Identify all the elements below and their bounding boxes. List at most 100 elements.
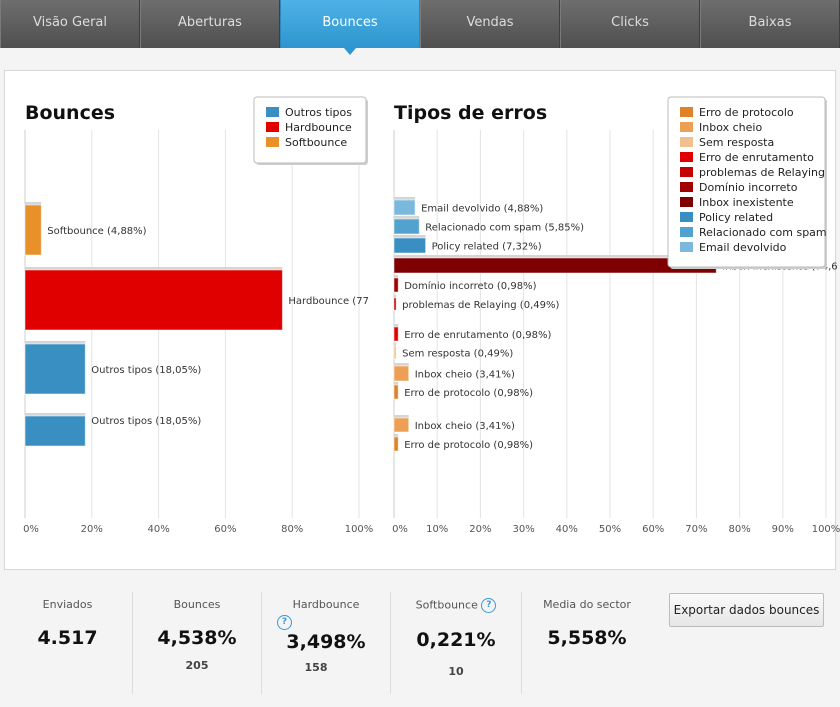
stat-bounces-count: 205	[185, 659, 209, 672]
legend-label: Sem resposta	[699, 136, 774, 149]
legend-swatch	[266, 122, 279, 132]
stat-bounces: Bounces 4,538% 205	[134, 590, 260, 695]
chart-title: Bounces	[25, 102, 115, 124]
bar-shadow	[394, 295, 397, 298]
bar-label: Erro de enrutamento (0,98%)	[404, 330, 551, 341]
stat-hardbounce-label: Hardbounce	[292, 598, 360, 611]
bar-shadow	[25, 341, 86, 344]
bar	[393, 297, 397, 311]
tick-label: 20%	[469, 524, 491, 535]
help-icon[interactable]: ?	[481, 598, 497, 613]
tab-vendas[interactable]: Vendas	[420, 0, 560, 48]
stat-enviados-value: 4.517	[37, 627, 98, 649]
legend-label: Erro de protocolo	[699, 106, 794, 119]
bar-shadow	[25, 267, 283, 270]
bar-label: Email devolvido (4,88%)	[421, 204, 543, 215]
tick-label: 80%	[728, 524, 750, 535]
bar	[393, 199, 416, 216]
bar-shadow	[394, 382, 399, 385]
bar-shadow	[394, 197, 416, 200]
help-icon[interactable]: ?	[277, 612, 292, 631]
bar-shadow	[25, 413, 86, 416]
bar-label: Outros tipos (18,05%)	[91, 416, 201, 427]
bar	[393, 326, 399, 342]
tick-label: 70%	[685, 524, 707, 535]
bar	[393, 417, 410, 433]
stat-softbounce-count: 10	[448, 665, 464, 678]
bar-label: Policy related (7,32%)	[432, 242, 542, 253]
legend-label: Inbox inexistente	[699, 196, 794, 209]
bar	[24, 269, 283, 331]
stat-media-value: 5,558%	[547, 627, 627, 649]
legend-swatch	[680, 212, 693, 222]
bar	[24, 343, 86, 395]
tick-label: 20%	[81, 524, 103, 535]
export-bounces-button[interactable]: Exportar dados bounces	[669, 593, 824, 627]
stat-hardbounce-count: 158	[304, 661, 328, 674]
stat-softbounce: Softbounce ? 0,221% 10	[392, 590, 520, 695]
bar	[393, 345, 397, 360]
tick-label: 60%	[642, 524, 664, 535]
divider	[261, 592, 262, 694]
stat-media: Media do sector 5,558%	[523, 590, 651, 695]
legend-label: Softbounce	[285, 136, 347, 149]
stat-hardbounce: Hardbounce ? 3,498% 158	[263, 590, 389, 695]
chart-title: Tipos de erros	[394, 102, 547, 124]
bar	[24, 415, 86, 447]
divider	[132, 592, 133, 694]
bar-label: Outros tipos (18,05%)	[91, 365, 201, 376]
legend-swatch	[680, 152, 693, 162]
stat-bounces-value: 4,538%	[157, 627, 237, 649]
divider	[521, 592, 522, 694]
stat-enviados-label: Enviados	[42, 598, 93, 611]
tick-label: 0%	[23, 524, 39, 535]
tab-bar: Visão Geral Aberturas Bounces Vendas Cli…	[0, 0, 840, 55]
stat-softbounce-label: Softbounce	[415, 598, 478, 612]
legend-swatch	[680, 137, 693, 147]
legend-label: Hardbounce	[285, 121, 352, 134]
bar-shadow	[394, 216, 420, 219]
tick-label: 80%	[281, 524, 303, 535]
bar-label: Inbox cheio (3,41%)	[415, 370, 515, 381]
bar-label: Erro de protocolo (0,98%)	[404, 440, 533, 451]
tick-label: 0%	[392, 524, 408, 535]
legend-swatch	[680, 242, 693, 252]
stat-softbounce-header: Softbounce ?	[392, 598, 520, 613]
tick-label: 100%	[345, 524, 374, 535]
tab-clicks[interactable]: Clicks	[560, 0, 700, 48]
bar-shadow	[394, 343, 397, 346]
divider	[390, 592, 391, 694]
tick-label: 100%	[812, 524, 840, 535]
bar	[393, 384, 399, 400]
legend-box	[667, 96, 826, 268]
tab-bounces[interactable]: Bounces	[280, 0, 420, 55]
legend-label: Policy related	[699, 211, 773, 224]
bar-shadow	[394, 324, 399, 327]
help-icon-glyph[interactable]: ?	[277, 615, 292, 630]
tab-aberturas[interactable]: Aberturas	[140, 0, 280, 48]
tick-label: 10%	[426, 524, 448, 535]
stats-bar: Enviados 4.517 Bounces 4,538% 205 Hardbo…	[0, 590, 840, 700]
stat-hardbounce-value: 3,498%	[286, 631, 366, 653]
legend-label: Email devolvido	[699, 241, 787, 254]
legend-swatch	[680, 107, 693, 117]
bar-shadow	[394, 434, 399, 437]
tick-label: 50%	[599, 524, 621, 535]
tick-label: 60%	[214, 524, 236, 535]
legend-label: Domínio incorreto	[699, 181, 798, 194]
bar-label: Relacionado com spam (5,85%)	[425, 223, 584, 234]
tab-visao-geral[interactable]: Visão Geral	[0, 0, 140, 48]
bar-label: Sem resposta (0,49%)	[402, 349, 513, 360]
tick-label: 40%	[556, 524, 578, 535]
bar-label: Inbox cheio (3,41%)	[415, 421, 515, 432]
legend-swatch	[266, 107, 279, 117]
bar-label: problemas de Relaying (0,49%)	[402, 300, 559, 311]
bar	[393, 277, 399, 293]
legend-label: problemas de Relaying	[699, 166, 825, 179]
bar-shadow	[25, 202, 42, 205]
legend-box	[253, 96, 367, 164]
bar-label: Softbounce (4,88%)	[47, 226, 146, 237]
tick-label: 90%	[772, 524, 794, 535]
stat-enviados: Enviados 4.517	[5, 590, 130, 695]
legend-swatch	[680, 167, 693, 177]
